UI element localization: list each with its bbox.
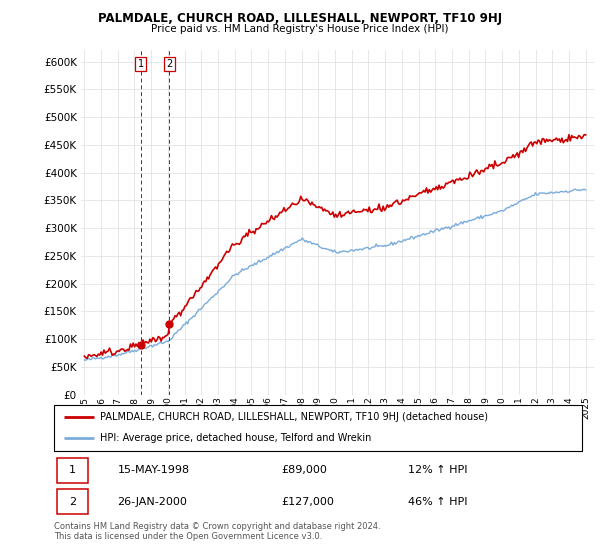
Text: 46% ↑ HPI: 46% ↑ HPI [408, 497, 467, 507]
Text: £89,000: £89,000 [281, 465, 327, 475]
Text: 2: 2 [69, 497, 76, 507]
Text: 2: 2 [166, 59, 172, 69]
Text: 15-MAY-1998: 15-MAY-1998 [118, 465, 190, 475]
Text: 1: 1 [137, 59, 144, 69]
Text: 12% ↑ HPI: 12% ↑ HPI [408, 465, 467, 475]
Text: £127,000: £127,000 [281, 497, 334, 507]
Text: PALMDALE, CHURCH ROAD, LILLESHALL, NEWPORT, TF10 9HJ (detached house): PALMDALE, CHURCH ROAD, LILLESHALL, NEWPO… [100, 412, 488, 422]
Bar [56, 489, 88, 514]
Text: HPI: Average price, detached house, Telford and Wrekin: HPI: Average price, detached house, Telf… [100, 433, 372, 444]
Bar [56, 458, 88, 483]
Text: 26-JAN-2000: 26-JAN-2000 [118, 497, 187, 507]
Text: Contains HM Land Registry data © Crown copyright and database right 2024.
This d: Contains HM Land Registry data © Crown c… [54, 522, 380, 542]
Text: PALMDALE, CHURCH ROAD, LILLESHALL, NEWPORT, TF10 9HJ: PALMDALE, CHURCH ROAD, LILLESHALL, NEWPO… [98, 12, 502, 25]
Text: 1: 1 [69, 465, 76, 475]
Text: Price paid vs. HM Land Registry's House Price Index (HPI): Price paid vs. HM Land Registry's House … [151, 24, 449, 34]
